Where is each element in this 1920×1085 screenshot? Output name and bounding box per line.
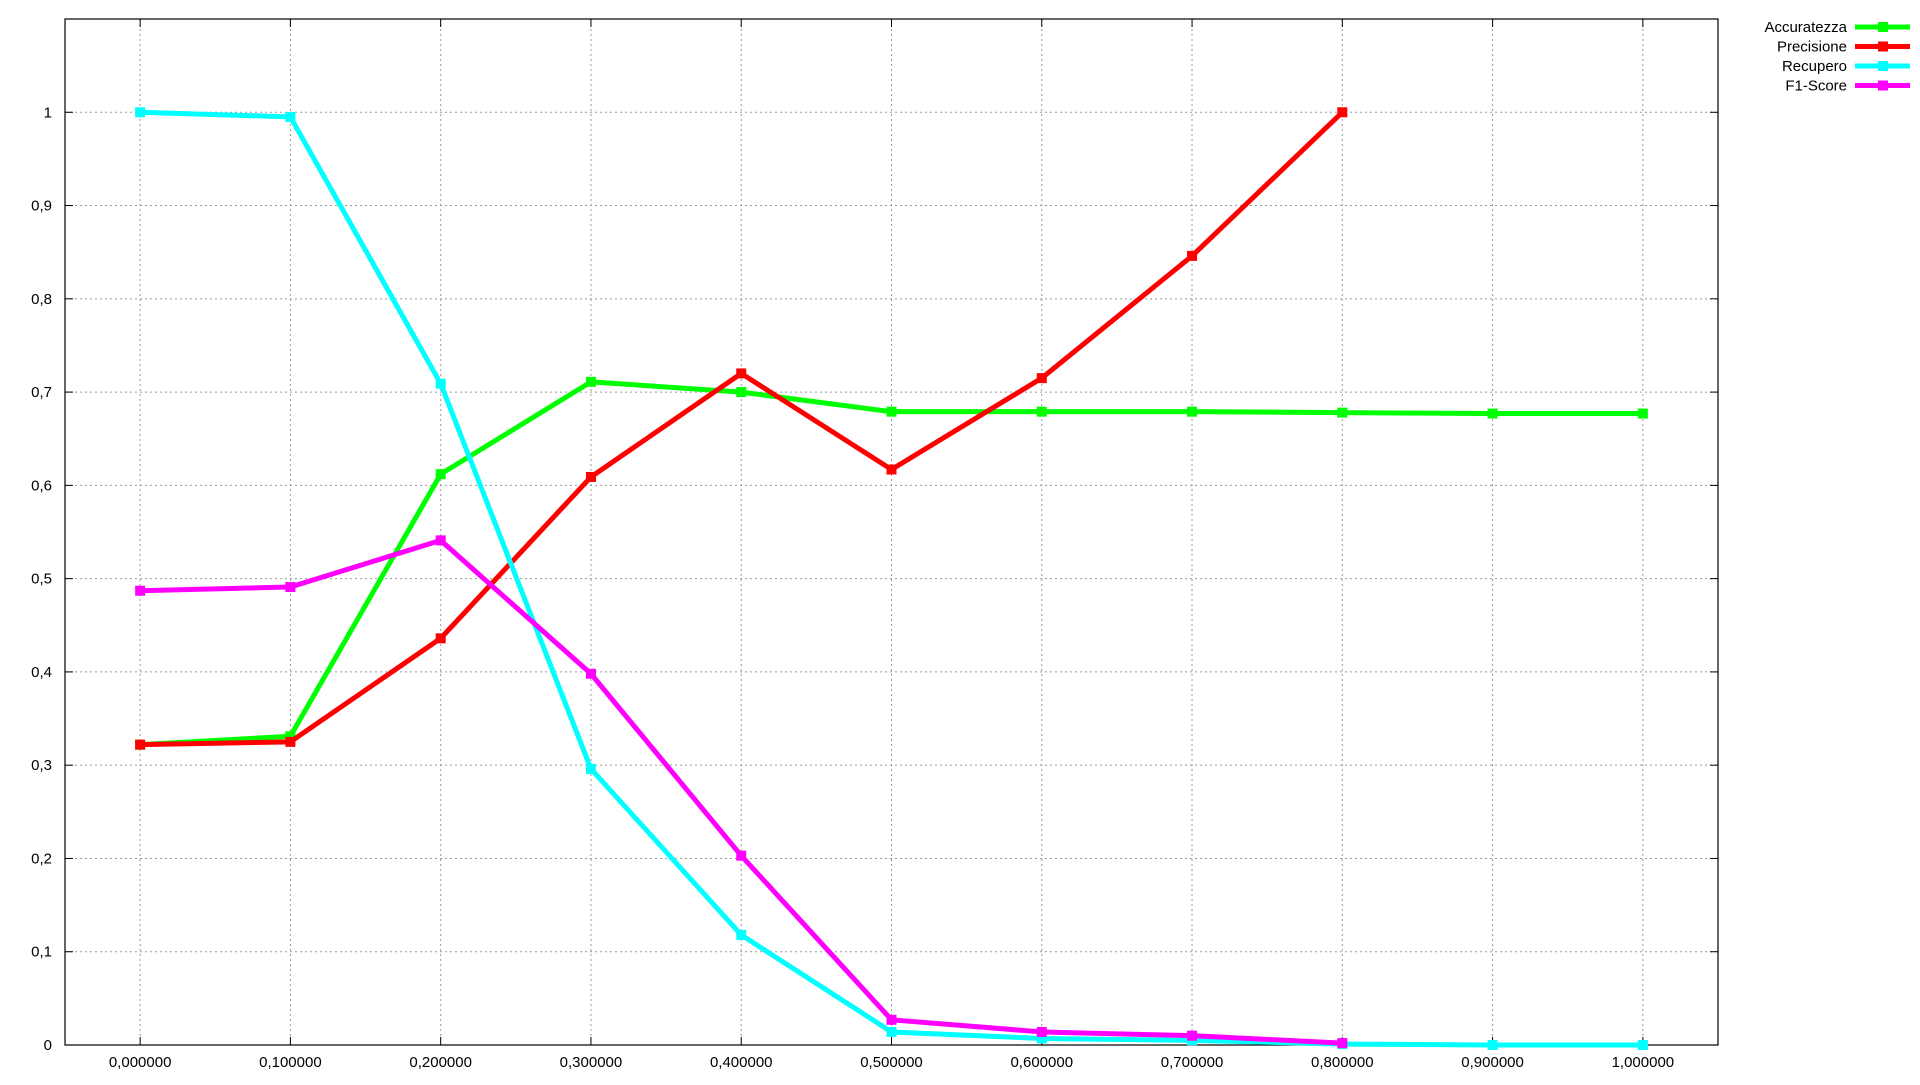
legend-label: Recupero	[1782, 58, 1847, 75]
data-point	[285, 582, 296, 593]
data-point	[1487, 408, 1498, 419]
legend: Accuratezza Precisione Recupero F1-Score	[1764, 19, 1910, 95]
data-point	[1337, 407, 1348, 418]
y-tick-label: 1	[44, 104, 52, 121]
data-point	[736, 387, 747, 398]
y-tick-label: 0,8	[31, 291, 52, 308]
legend-swatch-marker	[1878, 41, 1888, 52]
data-point	[1187, 406, 1198, 417]
legend-swatch-marker	[1878, 80, 1888, 91]
x-tick-label: 1,000000	[1612, 1054, 1675, 1071]
y-tick-label: 0,5	[31, 571, 52, 588]
data-point	[435, 633, 446, 644]
data-point	[1036, 406, 1047, 417]
legend-label: Accuratezza	[1764, 19, 1847, 36]
data-point	[285, 111, 296, 122]
data-point	[1036, 373, 1047, 384]
data-point	[585, 376, 596, 387]
data-series	[135, 107, 1648, 1050]
x-tick-label: 0,400000	[710, 1054, 773, 1071]
data-point	[736, 850, 747, 861]
data-point	[285, 731, 296, 742]
series-f1-score	[135, 535, 1348, 1049]
data-point	[1487, 1040, 1498, 1050]
y-tick-label: 0,7	[31, 384, 52, 401]
data-point	[585, 668, 596, 679]
legend-label: Precisione	[1777, 39, 1847, 56]
data-point	[435, 535, 446, 546]
data-point	[886, 1014, 897, 1025]
data-point	[1637, 408, 1648, 419]
series-precisione	[135, 107, 1348, 750]
series-recupero	[135, 107, 1648, 1050]
data-point	[1337, 1038, 1348, 1049]
axes: 0 0,1 0,2 0,3 0,4 0,5 0,6 0,7 0,8 0,9 1 0,000000 0,1…	[31, 18, 1719, 1071]
plot-frame	[64, 18, 1719, 1046]
data-point	[135, 739, 146, 750]
y-tick-label: 0,4	[31, 664, 52, 681]
legend-label: F1-Score	[1785, 78, 1847, 95]
data-point	[435, 469, 446, 480]
y-tick-label: 0,2	[31, 850, 52, 867]
legend-swatch-marker	[1878, 61, 1888, 71]
data-point	[1637, 1040, 1648, 1050]
data-point	[886, 1026, 897, 1037]
data-point	[135, 107, 146, 118]
data-point	[886, 406, 897, 417]
y-tick-label: 0	[44, 1037, 52, 1054]
data-point	[585, 763, 596, 774]
x-tick-label: 0,500000	[860, 1054, 923, 1071]
data-point	[736, 368, 747, 379]
x-tick-label: 0,300000	[560, 1054, 623, 1071]
data-point	[1036, 1026, 1047, 1037]
x-tick-label: 0,000000	[109, 1054, 172, 1071]
data-point	[585, 471, 596, 482]
data-point	[1187, 250, 1198, 261]
data-point	[285, 736, 296, 747]
x-tick-label: 0,700000	[1161, 1054, 1224, 1071]
data-point	[1337, 107, 1348, 118]
data-point	[135, 585, 146, 596]
x-tick-label: 0,600000	[1010, 1054, 1073, 1071]
legend-swatch-marker	[1878, 22, 1888, 32]
y-tick-label: 0,6	[31, 477, 52, 494]
y-tick-label: 0,1	[31, 944, 52, 961]
data-point	[886, 464, 897, 475]
y-tick-label: 0,9	[31, 198, 52, 215]
x-tick-label: 0,900000	[1461, 1054, 1524, 1071]
x-tick-label: 0,200000	[409, 1054, 472, 1071]
x-tick-label: 0,800000	[1311, 1054, 1374, 1071]
data-point	[435, 378, 446, 389]
data-point	[736, 929, 747, 940]
y-tick-label: 0,3	[31, 757, 52, 774]
x-tick-label: 0,100000	[259, 1054, 322, 1071]
data-point	[1036, 1033, 1047, 1044]
data-point	[1187, 1030, 1198, 1041]
